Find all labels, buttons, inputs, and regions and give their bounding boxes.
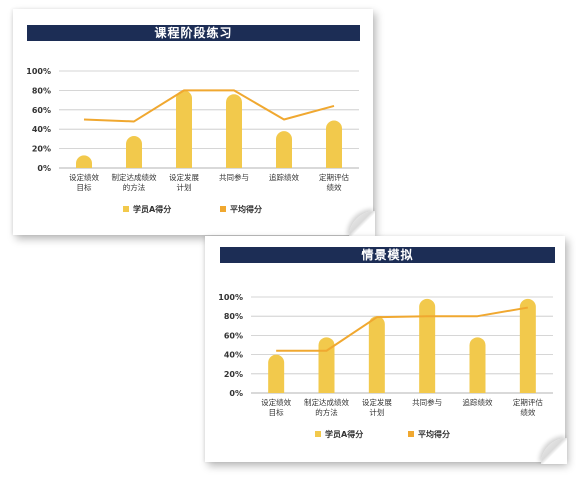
chart-title: 课程阶段练习 bbox=[27, 25, 360, 41]
x-tick-label: 设定绩效目标 bbox=[69, 172, 99, 192]
y-tick-label: 0% bbox=[229, 389, 243, 398]
legend-label-average: 平均得分 bbox=[230, 204, 262, 214]
legend-swatch-average bbox=[220, 206, 226, 212]
x-tick-label: 共同参与 bbox=[219, 172, 249, 182]
x-tick-label: 设定绩效目标 bbox=[261, 397, 291, 417]
bar bbox=[419, 298, 436, 393]
legend-label-student: 学员A得分 bbox=[325, 429, 363, 439]
bar bbox=[176, 90, 192, 168]
bar bbox=[268, 354, 285, 393]
y-tick-label: 80% bbox=[32, 86, 51, 95]
chart-card-scenario-simulation: 情景模拟 0% 20% 40% 60% 80% 100% 设定绩效目标 制定达成绩效的方法 设定… bbox=[205, 236, 567, 464]
legend-swatch-student bbox=[123, 206, 129, 212]
x-tick-label: 设定发展计划 bbox=[362, 397, 392, 417]
x-tick-label: 追踪绩效 bbox=[463, 397, 493, 407]
legend-label-average: 平均得分 bbox=[418, 429, 450, 439]
legend-swatch-average bbox=[408, 431, 414, 437]
x-tick-label: 定期评估绩效 bbox=[319, 172, 349, 192]
bar bbox=[76, 155, 92, 168]
bar bbox=[519, 298, 536, 393]
bar bbox=[326, 120, 342, 168]
average-line bbox=[276, 306, 529, 352]
chart-title: 情景模拟 bbox=[220, 247, 555, 263]
bar bbox=[318, 337, 335, 393]
legend-label-student: 学员A得分 bbox=[133, 204, 171, 214]
x-tick-label: 定期评估绩效 bbox=[513, 397, 543, 417]
bar bbox=[368, 316, 385, 393]
average-line bbox=[83, 89, 335, 123]
y-tick-label: 0% bbox=[37, 164, 51, 173]
x-tick-label: 共同参与 bbox=[412, 397, 442, 407]
bar bbox=[126, 135, 142, 168]
y-tick-label: 100% bbox=[26, 67, 51, 76]
x-tick-label: 追踪绩效 bbox=[269, 172, 299, 182]
bar bbox=[226, 94, 242, 168]
y-tick-label: 20% bbox=[224, 370, 243, 379]
bar bbox=[276, 131, 292, 168]
y-tick-label: 100% bbox=[218, 293, 243, 302]
y-tick-label: 40% bbox=[224, 351, 243, 360]
y-tick-label: 20% bbox=[32, 145, 51, 154]
x-tick-label: 制定达成绩效的方法 bbox=[112, 172, 157, 192]
y-tick-label: 40% bbox=[32, 125, 51, 134]
y-tick-label: 60% bbox=[32, 106, 51, 115]
bar bbox=[469, 337, 486, 393]
chart-card-course-practice: 课程阶段练习 0% 20% 40% 60% 80% 100% 设定绩效目标 制定达成绩效的方法… bbox=[13, 9, 375, 237]
legend-swatch-student bbox=[315, 431, 321, 437]
x-tick-label: 设定发展计划 bbox=[169, 172, 199, 192]
x-tick-label: 制定达成绩效的方法 bbox=[304, 397, 349, 417]
y-tick-label: 60% bbox=[224, 331, 243, 340]
y-tick-label: 80% bbox=[224, 312, 243, 321]
